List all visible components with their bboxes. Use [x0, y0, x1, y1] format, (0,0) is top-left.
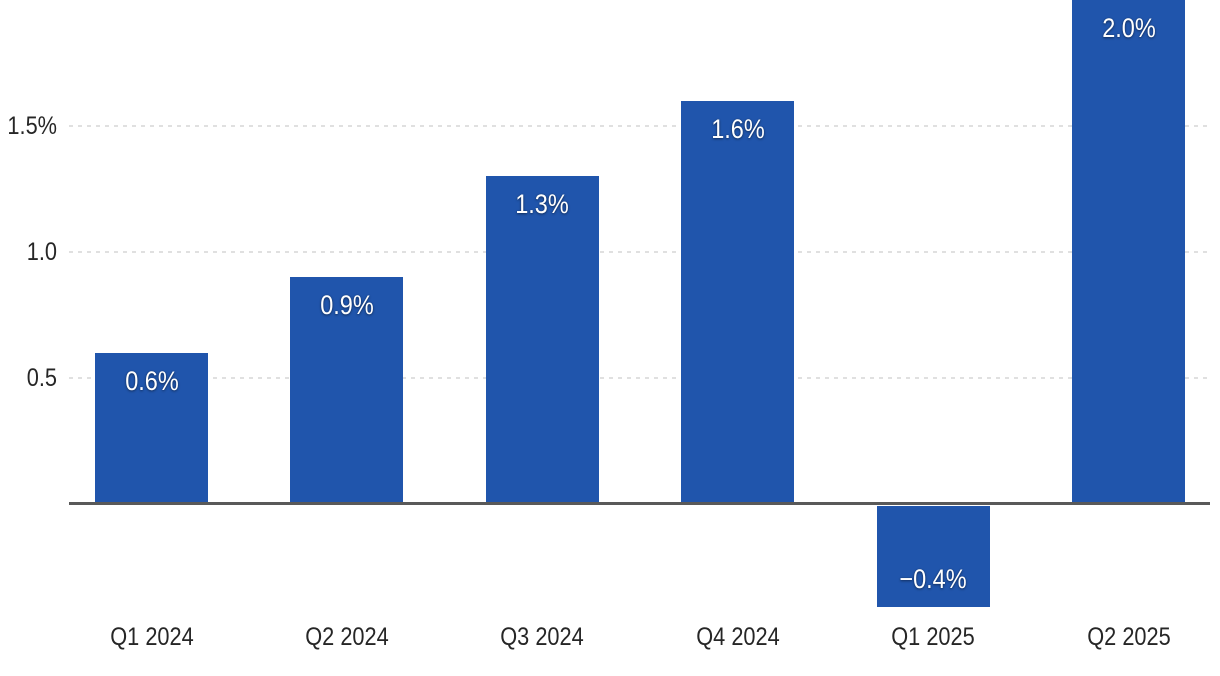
bar-value-label: 0.9% — [320, 290, 374, 321]
bar-q2-2024 — [290, 277, 404, 504]
bar-q3-2024 — [485, 176, 599, 504]
y-axis-tick-label: 0.5 — [26, 364, 57, 392]
x-axis-label: Q2 2024 — [305, 623, 389, 651]
bar-value-label: 2.0% — [1101, 13, 1156, 43]
bar-q4-2024 — [681, 100, 795, 504]
bar-q1-2024 — [95, 352, 208, 504]
gridline — [69, 125, 1210, 127]
gridline — [69, 251, 1210, 253]
bar-value-label: 0.6% — [124, 365, 179, 396]
x-axis-label: Q2 2025 — [1086, 623, 1171, 651]
y-axis-tick-label: 1.0 — [26, 238, 57, 266]
bar-value-label: −0.4% — [899, 563, 967, 594]
x-axis-label: Q1 2024 — [109, 623, 194, 651]
x-axis-label: Q3 2024 — [500, 623, 585, 651]
bar-value-label: 1.3% — [515, 189, 570, 220]
y-axis-tick-label: 1.5% — [7, 112, 58, 140]
bar-q1-2025 — [876, 506, 990, 607]
x-axis-line — [69, 502, 1210, 505]
gridline — [69, 377, 1210, 379]
x-axis-label: Q4 2024 — [695, 623, 780, 651]
bar-q2-2025 — [1072, 0, 1185, 504]
bar-value-label: 1.6% — [710, 113, 765, 144]
x-axis-label: Q1 2025 — [891, 623, 975, 651]
